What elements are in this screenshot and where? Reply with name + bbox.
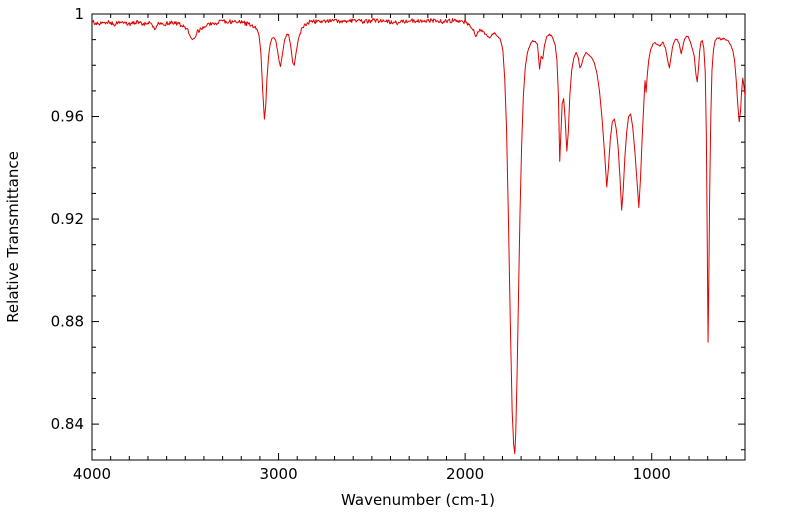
x-tick-label: 4000 xyxy=(73,465,111,483)
y-tick-label: 0.96 xyxy=(51,108,84,126)
y-tick-label: 0.88 xyxy=(51,313,84,331)
spectrum-line xyxy=(92,18,745,455)
y-tick-label: 1 xyxy=(74,5,84,23)
x-tick-label: 3000 xyxy=(259,465,297,483)
y-tick-label: 0.92 xyxy=(51,210,84,228)
tick-labels: 4000 3000 2000 1000 1 0.96 0.92 0.88 0.84 xyxy=(51,5,671,483)
y-axis-label: Relative Transmittance xyxy=(4,151,22,323)
y-tick-label: 0.84 xyxy=(51,415,84,433)
plot-frame xyxy=(91,13,746,461)
x-tick-label: 2000 xyxy=(446,465,484,483)
x-axis-label: Wavenumber (cm-1) xyxy=(341,491,495,509)
x-tick-label: 1000 xyxy=(633,465,671,483)
